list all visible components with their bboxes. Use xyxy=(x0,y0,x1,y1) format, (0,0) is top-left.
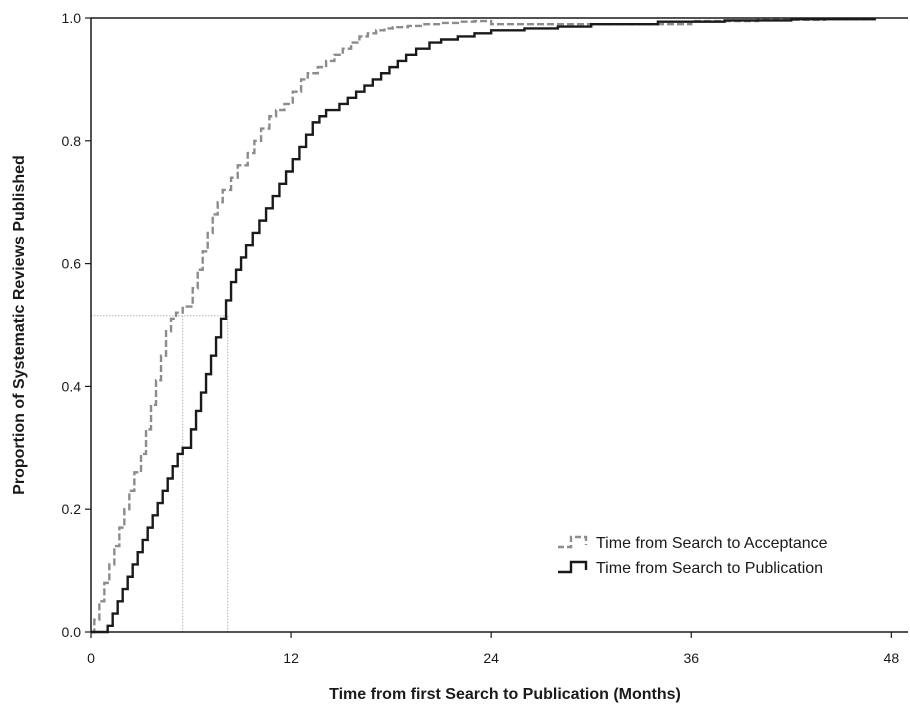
y-axis-title: Proportion of Systematic Reviews Publish… xyxy=(11,155,28,495)
x-tick-label: 36 xyxy=(683,650,699,666)
y-tick-label: 1.0 xyxy=(62,10,82,26)
x-tick-label: 48 xyxy=(884,650,900,666)
legend-acceptance-label: Time from Search to Acceptance xyxy=(596,535,828,552)
y-tick-label: 0.6 xyxy=(62,256,82,272)
x-axis-title: Time from first Search to Publication (M… xyxy=(329,686,681,703)
x-tick-label: 12 xyxy=(283,650,299,666)
legend-acceptance-swatch xyxy=(558,535,588,549)
x-tick-label: 0 xyxy=(87,650,95,666)
plot-area xyxy=(91,18,876,634)
publication-step-line xyxy=(91,18,876,634)
y-tick-label: 0.0 xyxy=(62,624,82,640)
y-tick-label: 0.2 xyxy=(62,501,82,517)
legend-publication-swatch xyxy=(558,560,588,574)
y-tick-label: 0.4 xyxy=(62,378,82,394)
legend-publication-label: Time from Search to Publication xyxy=(596,560,823,577)
x-tick-label: 24 xyxy=(483,650,499,666)
y-tick-label: 0.8 xyxy=(62,133,82,149)
axes: 0.0 0.2 0.4 0.6 0.8 1.0 0 12 24 36 48 xyxy=(62,10,908,666)
legend: Time from Search to Acceptance Time from … xyxy=(558,535,828,577)
